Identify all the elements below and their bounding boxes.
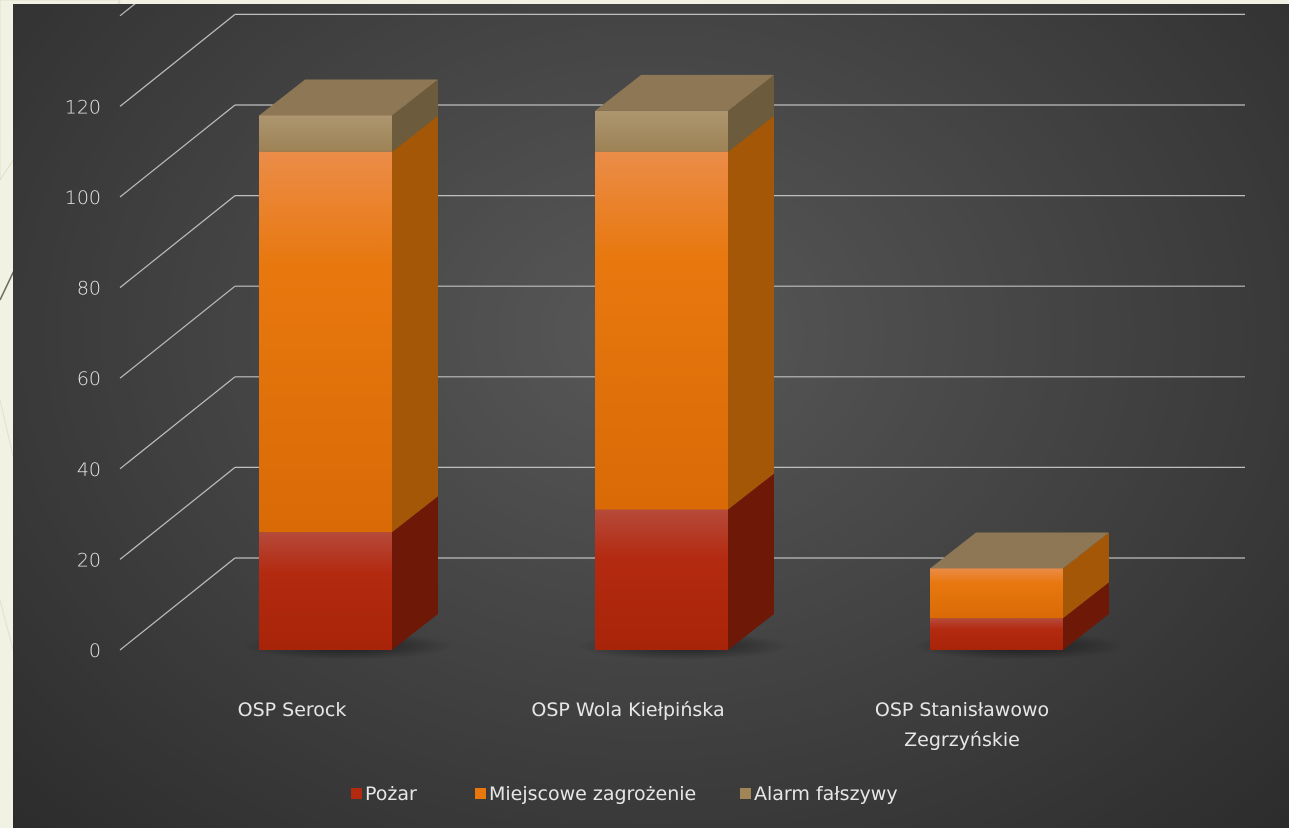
legend-item: Alarm fałszywy — [740, 783, 898, 805]
bar-side-face — [728, 115, 774, 510]
chart-panel: 0 20 40 60 80 100 120 OSP Serock OSP Wola Kiełp… — [13, 4, 1289, 828]
y-tick-label: 60 — [77, 368, 101, 390]
category-label: OSP Stanisławowo — [875, 699, 1049, 721]
bars — [241, 74, 1125, 660]
bar-stack — [241, 79, 454, 660]
bar-side-face — [392, 79, 438, 152]
gridline-diagonal — [119, 195, 236, 289]
bar-segment — [930, 618, 1063, 650]
x-axis: OSP Serock OSP Wola Kiełpińska OSP Stanisł… — [238, 699, 1050, 751]
bar-top-face — [259, 79, 438, 116]
bar-segment — [259, 115, 392, 152]
gridline-diagonal — [119, 285, 236, 379]
bar-segment — [595, 509, 728, 650]
legend-item: Pożar — [351, 783, 417, 805]
y-tick-label: 80 — [77, 278, 101, 300]
bar-segment — [595, 110, 728, 152]
bar-top-face — [595, 74, 774, 111]
gridline-diagonal — [119, 557, 236, 651]
legend-swatch — [740, 788, 751, 799]
legend-swatch — [351, 788, 362, 799]
y-tick-label: 100 — [65, 187, 101, 209]
category-label: Zegrzyńskie — [904, 729, 1020, 751]
y-tick-label: 120 — [65, 96, 101, 118]
chart-svg: 0 20 40 60 80 100 120 OSP Serock OSP Wola Kiełp… — [65, 4, 1245, 805]
gridline-diagonal — [119, 104, 236, 198]
bar-segment — [595, 151, 728, 510]
bar-segment — [930, 568, 1063, 619]
legend-item: Miejscowe zagrożenie — [475, 783, 696, 805]
gridline-diagonal — [119, 4, 136, 17]
bar-side-face — [1063, 532, 1109, 619]
y-tick-label: 0 — [89, 640, 101, 662]
y-tick-label: 20 — [77, 549, 101, 571]
y-axis: 0 20 40 60 80 100 120 — [65, 96, 101, 662]
legend-label: Alarm fałszywy — [754, 783, 898, 805]
gridline-diagonal — [119, 466, 236, 560]
bar-side-face — [1063, 582, 1109, 650]
bar-side-face — [728, 74, 774, 152]
category-label: OSP Wola Kiełpińska — [531, 699, 724, 721]
bar-side-face — [728, 473, 774, 650]
legend-label: Miejscowe zagrożenie — [489, 783, 696, 805]
bar-top-face — [930, 532, 1109, 569]
bar-side-face — [392, 115, 438, 533]
gridline-diagonal — [119, 376, 236, 470]
gridline-diagonal — [119, 13, 236, 107]
bar-segment — [259, 532, 392, 650]
legend-swatch — [475, 788, 486, 799]
bar-segment — [259, 151, 392, 533]
bar-stack — [912, 532, 1125, 660]
bar-stack — [577, 74, 790, 660]
legend: Pożar Miejscowe zagrożenie Alarm fałszywy — [351, 783, 898, 805]
legend-label: Pożar — [365, 783, 417, 805]
category-label: OSP Serock — [238, 699, 347, 721]
bar-side-face — [392, 496, 438, 650]
y-tick-label: 40 — [77, 459, 101, 481]
